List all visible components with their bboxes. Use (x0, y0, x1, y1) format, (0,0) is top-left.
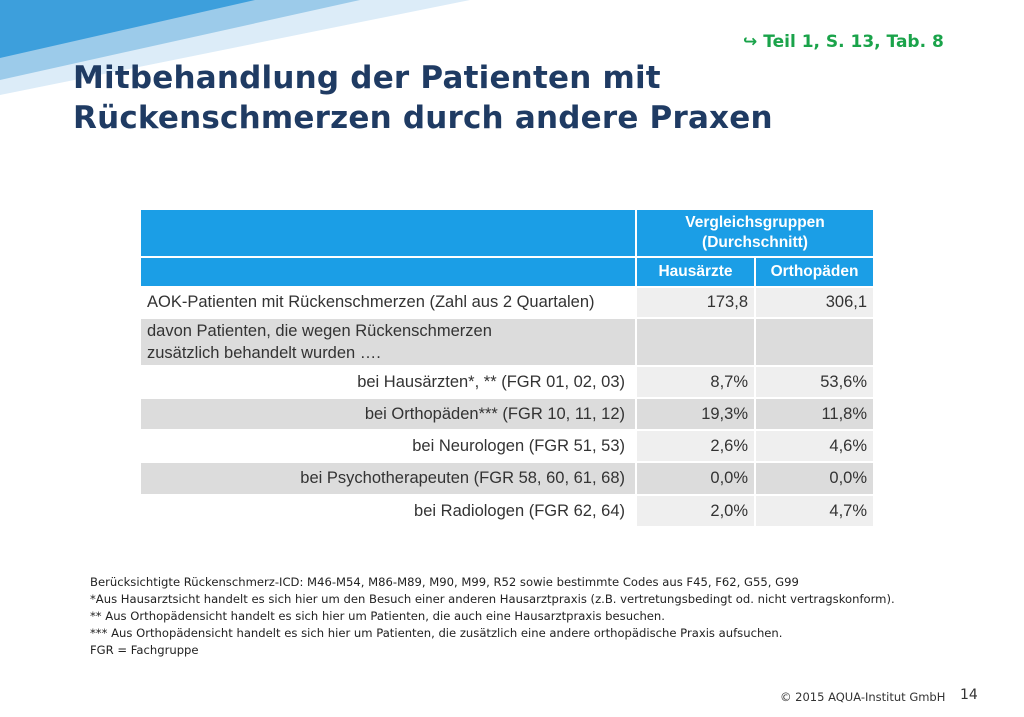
reference-link[interactable]: ↪ Teil 1, S. 13, Tab. 8 (743, 32, 944, 52)
table-row: bei Psychotherapeuten (FGR 58, 60, 61, 6… (141, 462, 876, 496)
reference-text: Teil 1, S. 13, Tab. 8 (763, 32, 944, 52)
arrow-return-icon: ↪ (743, 32, 758, 52)
table-row: AOK-Patienten mit Rückenschmerzen (Zahl … (141, 287, 876, 319)
row-label: davon Patienten, die wegen Rückenschmerz… (141, 318, 637, 367)
value-orthopaeden: 4,7% (755, 495, 876, 528)
value-orthopaeden: 53,6% (755, 366, 876, 399)
row-label: bei Orthopäden*** (FGR 10, 11, 12) (141, 398, 637, 431)
footnote: *Aus Hausarztsicht handelt es sich hier … (90, 592, 895, 606)
table-row: davon Patienten, die wegen Rückenschmerz… (141, 318, 876, 367)
footnote: *** Aus Orthopädensicht handelt es sich … (90, 626, 783, 640)
value-hausaerzte (636, 318, 756, 367)
footnote: FGR = Fachgruppe (90, 643, 199, 657)
col-header-orthopaeden: Orthopäden (755, 257, 876, 288)
row-label: bei Psychotherapeuten (FGR 58, 60, 61, 6… (141, 462, 637, 496)
value-orthopaeden: 0,0% (755, 462, 876, 496)
table-row: bei Radiologen (FGR 62, 64) 2,0% 4,7% (141, 495, 876, 528)
corner-decoration (0, 0, 470, 95)
table-row: bei Orthopäden*** (FGR 10, 11, 12) 19,3%… (141, 398, 876, 431)
value-orthopaeden: 4,6% (755, 430, 876, 463)
group-header: Vergleichsgruppen (Durchschnitt) (636, 210, 876, 258)
value-orthopaeden: 11,8% (755, 398, 876, 431)
data-table: Vergleichsgruppen (Durchschnitt) Hausärz… (141, 210, 876, 528)
footnotes: Berücksichtigte Rückenschmerz-ICD: M46-M… (90, 574, 895, 659)
value-hausaerzte: 2,0% (636, 495, 756, 528)
page-number: 14 (960, 687, 978, 703)
table-row: bei Neurologen (FGR 51, 53) 2,6% 4,6% (141, 430, 876, 463)
footnote: Berücksichtigte Rückenschmerz-ICD: M46-M… (90, 575, 799, 589)
value-orthopaeden: 306,1 (755, 287, 876, 319)
table-row: bei Hausärzten*, ** (FGR 01, 02, 03) 8,7… (141, 366, 876, 399)
value-hausaerzte: 8,7% (636, 366, 756, 399)
slide-title-line-1: Mitbehandlung der Patienten mit (73, 60, 661, 96)
col-header-hausaerzte: Hausärzte (636, 257, 756, 288)
row-label: bei Radiologen (FGR 62, 64) (141, 495, 637, 528)
footnote: ** Aus Orthopädensicht handelt es sich h… (90, 609, 665, 623)
copyright: © 2015 AQUA-Institut GmbH (780, 690, 946, 704)
value-hausaerzte: 19,3% (636, 398, 756, 431)
value-orthopaeden (755, 318, 876, 367)
row-label: bei Hausärzten*, ** (FGR 01, 02, 03) (141, 366, 637, 399)
header-row-group: Vergleichsgruppen (Durchschnitt) (141, 210, 876, 258)
header-row-columns: Hausärzte Orthopäden (141, 257, 876, 288)
slide-title-line-2: Rückenschmerzen durch andere Praxen (73, 100, 773, 136)
header-empty-cell (141, 257, 637, 288)
slide-title: Mitbehandlung der Patienten mit Rückensc… (73, 58, 773, 138)
row-label: AOK-Patienten mit Rückenschmerzen (Zahl … (141, 287, 637, 319)
row-label: bei Neurologen (FGR 51, 53) (141, 430, 637, 463)
value-hausaerzte: 2,6% (636, 430, 756, 463)
value-hausaerzte: 0,0% (636, 462, 756, 496)
value-hausaerzte: 173,8 (636, 287, 756, 319)
header-empty-cell (141, 210, 637, 258)
